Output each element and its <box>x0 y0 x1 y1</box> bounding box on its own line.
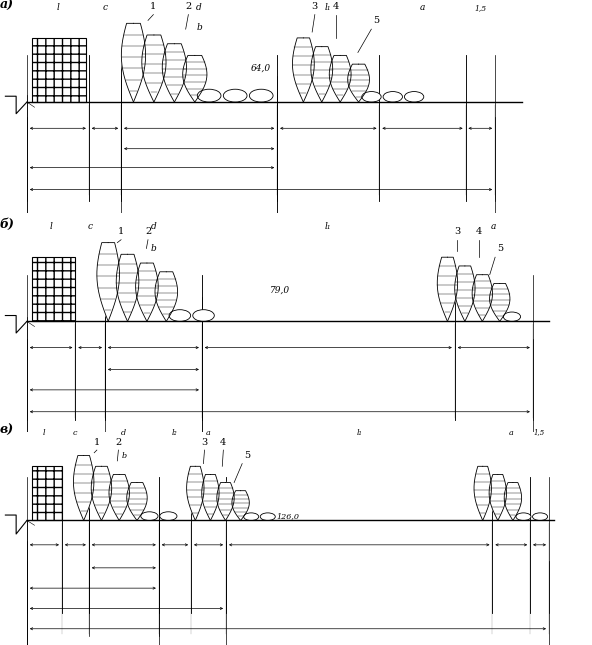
Text: d: d <box>121 428 126 437</box>
Polygon shape <box>127 482 147 521</box>
Bar <box>33 38 86 102</box>
Bar <box>33 466 62 521</box>
Polygon shape <box>121 23 146 102</box>
Text: 1,5: 1,5 <box>474 4 487 12</box>
Polygon shape <box>142 35 166 102</box>
Text: 4: 4 <box>333 2 339 11</box>
Text: b: b <box>150 244 156 253</box>
Circle shape <box>197 89 221 102</box>
Text: a: a <box>206 428 211 437</box>
Text: a: a <box>420 3 425 12</box>
Circle shape <box>260 513 275 521</box>
Text: c: c <box>102 3 107 12</box>
Polygon shape <box>455 266 475 321</box>
Text: b: b <box>197 23 202 32</box>
Circle shape <box>223 89 247 102</box>
Text: a: a <box>491 222 497 231</box>
Text: 79,0: 79,0 <box>270 286 290 295</box>
Polygon shape <box>136 263 158 321</box>
Bar <box>33 257 75 321</box>
Text: б): б) <box>0 218 15 231</box>
Circle shape <box>141 511 158 521</box>
Polygon shape <box>311 46 333 102</box>
Text: c: c <box>73 428 78 437</box>
Polygon shape <box>91 466 112 521</box>
Circle shape <box>362 92 381 102</box>
Text: 1: 1 <box>150 2 156 11</box>
Polygon shape <box>97 243 120 321</box>
Text: 5: 5 <box>497 244 504 253</box>
Circle shape <box>503 312 520 321</box>
Text: l₁: l₁ <box>325 3 332 12</box>
Text: l₁: l₁ <box>356 428 362 437</box>
Text: 1,5: 1,5 <box>534 428 545 437</box>
Text: 5: 5 <box>374 16 380 25</box>
Text: 1: 1 <box>94 438 100 446</box>
Polygon shape <box>329 55 351 102</box>
Text: l: l <box>50 222 53 231</box>
Text: l: l <box>56 3 59 12</box>
Polygon shape <box>202 475 219 521</box>
Polygon shape <box>348 64 369 102</box>
Text: 37,5: 37,5 <box>142 42 162 51</box>
Text: l: l <box>43 428 46 437</box>
Text: 64,0: 64,0 <box>251 64 271 73</box>
Text: 3: 3 <box>454 227 461 236</box>
Text: d: d <box>150 222 156 231</box>
Text: 2: 2 <box>145 227 151 236</box>
Polygon shape <box>183 55 207 102</box>
Circle shape <box>533 513 548 521</box>
Text: 1: 1 <box>118 227 124 236</box>
Circle shape <box>404 92 424 102</box>
Circle shape <box>193 310 214 321</box>
Circle shape <box>169 310 191 321</box>
Text: d: d <box>197 3 202 12</box>
Text: 126,0: 126,0 <box>276 513 300 521</box>
Polygon shape <box>489 475 507 521</box>
Polygon shape <box>155 272 178 321</box>
Circle shape <box>383 92 403 102</box>
Text: a: a <box>509 428 514 437</box>
Text: l₁: l₁ <box>325 222 332 231</box>
Polygon shape <box>217 482 234 521</box>
Circle shape <box>160 511 177 521</box>
Text: 2: 2 <box>185 2 191 11</box>
Circle shape <box>249 89 273 102</box>
Polygon shape <box>162 44 186 102</box>
Text: 62,5: 62,5 <box>118 492 136 500</box>
Polygon shape <box>437 257 458 321</box>
Text: а): а) <box>0 0 14 12</box>
Text: 3: 3 <box>201 438 208 446</box>
Polygon shape <box>292 38 314 102</box>
Text: 2: 2 <box>115 438 121 446</box>
Polygon shape <box>504 482 522 521</box>
Text: c: c <box>88 222 92 231</box>
Polygon shape <box>109 475 130 521</box>
Text: 37,5: 37,5 <box>84 472 102 480</box>
Text: 3: 3 <box>312 2 318 11</box>
Polygon shape <box>116 254 139 321</box>
Polygon shape <box>472 275 493 321</box>
Polygon shape <box>474 466 491 521</box>
Polygon shape <box>490 283 510 321</box>
Text: b: b <box>121 451 126 459</box>
Polygon shape <box>73 455 94 521</box>
Text: 5: 5 <box>244 451 250 460</box>
Circle shape <box>244 513 259 521</box>
Circle shape <box>516 513 531 521</box>
Polygon shape <box>232 491 249 521</box>
Polygon shape <box>186 466 204 521</box>
Text: 4: 4 <box>476 227 482 236</box>
Text: 37,5: 37,5 <box>104 264 124 273</box>
Text: в): в) <box>0 424 14 437</box>
Text: l₂: l₂ <box>172 428 178 437</box>
Text: 4: 4 <box>220 438 227 446</box>
